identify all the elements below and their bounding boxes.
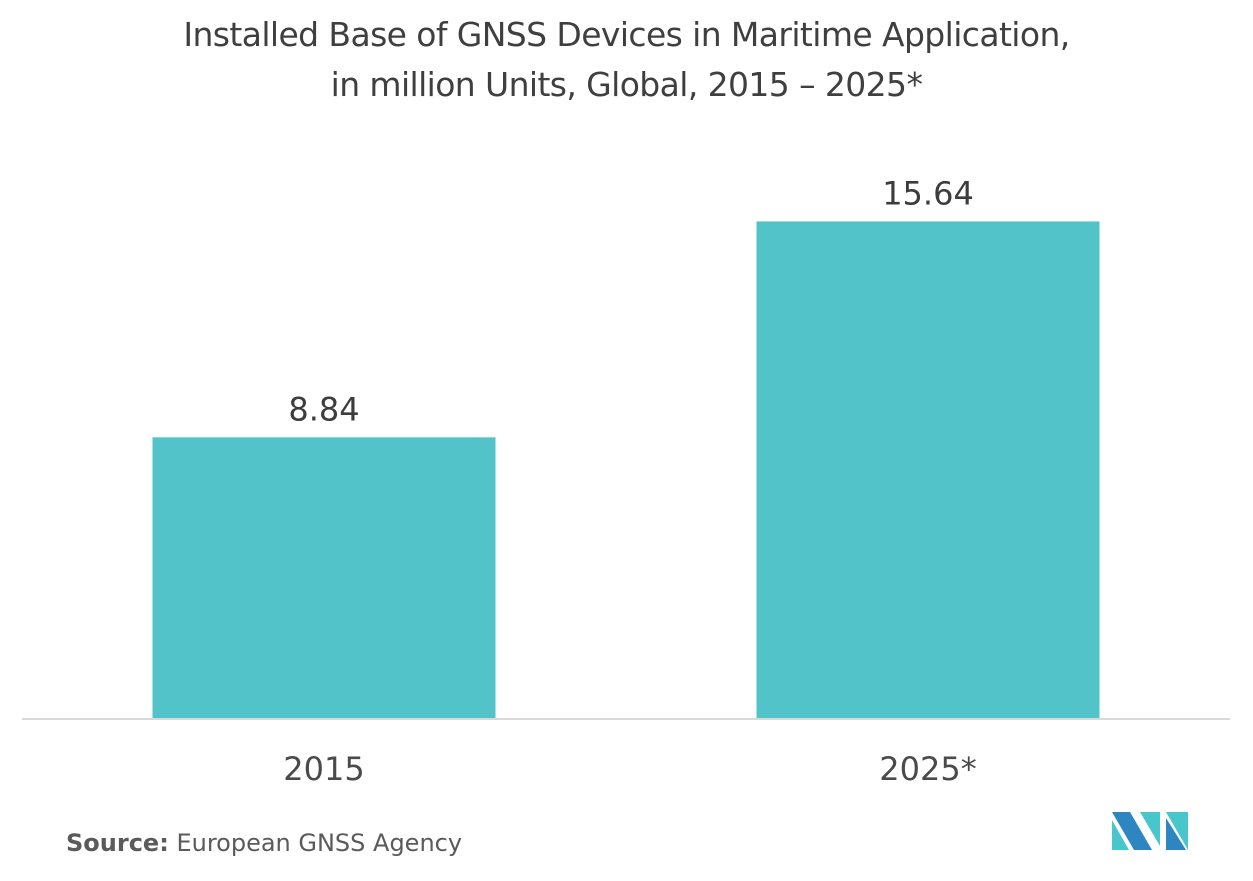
x-tick-label-2025: 2025* [879, 750, 976, 788]
bar-2015 [152, 437, 496, 718]
chart-title-line-2: in million Units, Global, 2015 – 2025* [330, 65, 923, 104]
bar-2025 [756, 221, 1100, 718]
chart-title-line-1: Installed Base of GNSS Devices in Mariti… [183, 15, 1070, 54]
source-label: Source: [66, 829, 169, 857]
source-note: Source: European GNSS Agency [66, 829, 462, 857]
chart-title: Installed Base of GNSS Devices in Mariti… [0, 10, 1253, 110]
x-tick-label-2015: 2015 [283, 750, 364, 788]
source-text: European GNSS Agency [176, 829, 463, 857]
data-label-2015: 8.84 [288, 390, 359, 428]
mordor-intelligence-logo-icon [1112, 812, 1188, 850]
data-label-2025: 15.64 [882, 174, 974, 212]
